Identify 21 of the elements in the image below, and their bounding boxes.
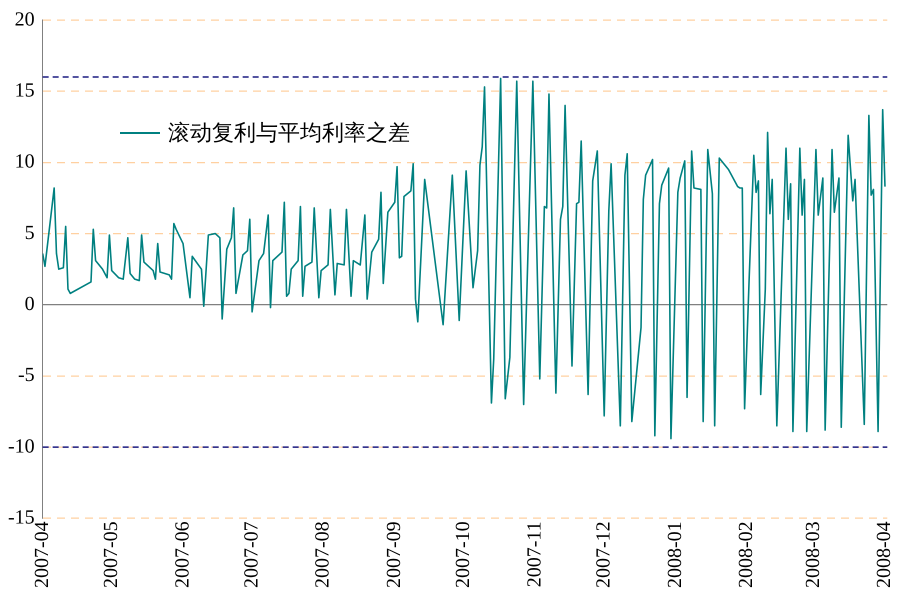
x-tick-label: 2007-10 <box>452 521 474 588</box>
x-tick-label: 2007-07 <box>240 521 262 588</box>
y-tick-label: -10 <box>8 435 35 458</box>
x-tick-label: 2007-05 <box>100 521 122 588</box>
y-tick-label: 15 <box>14 79 35 102</box>
x-tick-label: 2007-09 <box>383 521 406 588</box>
x-tick-label: 2008-01 <box>664 521 686 588</box>
legend-label: 滚动复利与平均利率之差 <box>168 119 410 147</box>
x-tick-label: 2007-11 <box>523 521 546 588</box>
y-tick-label: 5 <box>24 222 35 244</box>
y-tick-label: -5 <box>18 364 35 386</box>
y-tick-label: 20 <box>14 8 35 30</box>
y-tick-label: -15 <box>8 506 35 529</box>
x-tick-label: 2007-08 <box>312 521 334 588</box>
y-tick-label: 0 <box>24 293 35 316</box>
x-tick-label: 2008-04 <box>873 521 896 588</box>
x-tick-label: 2008-02 <box>735 521 758 588</box>
x-tick-label: 2007-06 <box>171 521 194 588</box>
x-tick-label: 2007-12 <box>592 521 614 588</box>
y-tick-label: 10 <box>14 150 35 173</box>
x-tick-label: 2008-03 <box>802 521 824 588</box>
